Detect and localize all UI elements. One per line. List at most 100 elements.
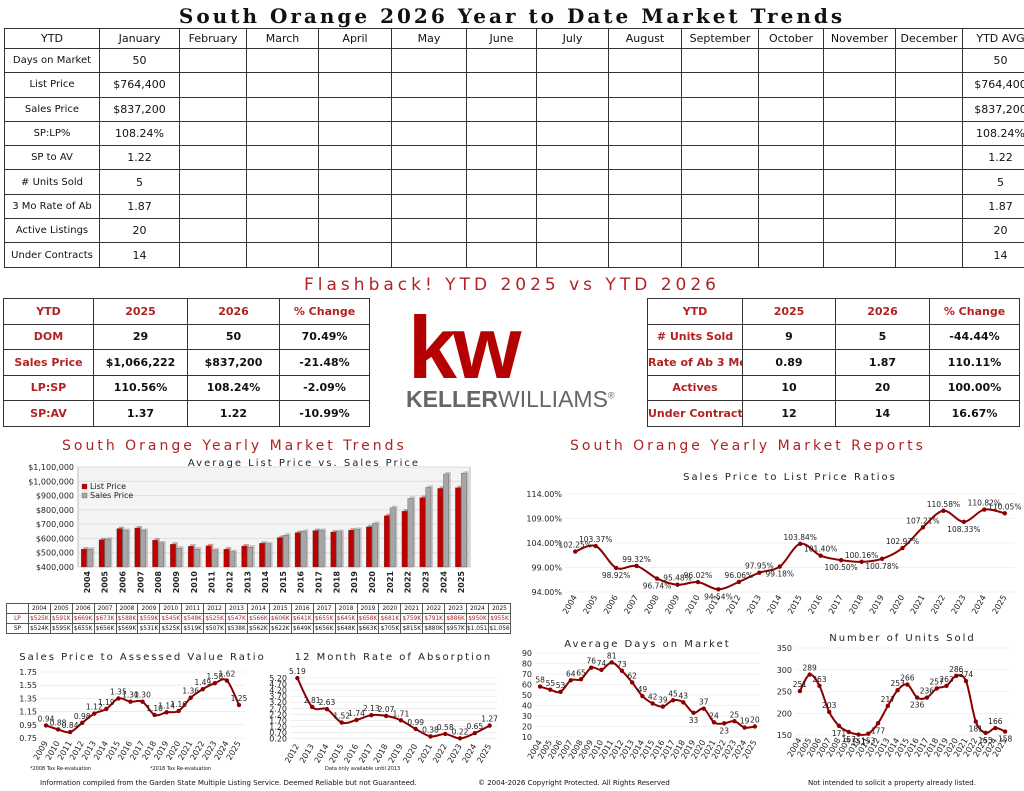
ytd-cell-empty bbox=[466, 120, 537, 147]
ytd-cell-january: 50 bbox=[99, 47, 180, 74]
ytd-cell-empty bbox=[895, 96, 963, 122]
ytd-cell-empty bbox=[758, 218, 824, 244]
compare-row-label: Under Contracts bbox=[647, 400, 743, 427]
y-tick-label: 4.20 bbox=[269, 686, 287, 695]
data-label: 110.05% bbox=[988, 502, 1021, 511]
y-tick-label: 1.15 bbox=[19, 708, 37, 717]
kw-registered: ® bbox=[607, 390, 615, 401]
x-tick-label: 2023 bbox=[421, 571, 430, 593]
data-point bbox=[188, 695, 193, 700]
data-label: 64 bbox=[566, 669, 576, 678]
data-point bbox=[634, 563, 639, 569]
bar-list-price bbox=[205, 545, 212, 568]
data-point bbox=[875, 721, 881, 726]
mini-sp-value: $595K bbox=[49, 623, 73, 634]
data-point bbox=[859, 559, 864, 565]
compare-col-header: YTD bbox=[3, 298, 94, 325]
mini-lp-value: $886K bbox=[444, 613, 468, 624]
ytd-row-label: Days on Market bbox=[4, 47, 100, 74]
ytd-cell-avg: 20 bbox=[962, 218, 1024, 244]
mini-sp-value: $656K bbox=[93, 623, 117, 634]
ytd-cell-empty bbox=[391, 120, 467, 147]
x-tick-label: 2010 bbox=[684, 594, 702, 616]
data-label: 103.37% bbox=[579, 535, 612, 544]
data-point bbox=[1002, 729, 1008, 734]
bar-list-price bbox=[455, 487, 461, 568]
y-tick-label: 80 bbox=[522, 660, 532, 669]
data-label: 103.84% bbox=[784, 533, 817, 542]
bar-list-price bbox=[259, 543, 265, 568]
y-tick-label: $1,000,000 bbox=[28, 477, 74, 486]
ytd-col-header: YTD AVG bbox=[962, 28, 1024, 49]
mini-sp-value: $562K bbox=[246, 623, 270, 634]
ytd-col-header: October bbox=[758, 28, 824, 49]
x-tick-label: 2009 bbox=[172, 571, 181, 594]
data-label: 39 bbox=[658, 696, 668, 705]
data-point bbox=[716, 587, 721, 592]
compare-col-header: 2026 bbox=[187, 298, 280, 325]
ytd-cell-avg: $764,400 bbox=[962, 72, 1024, 98]
x-tick-label: 2020 bbox=[368, 571, 377, 594]
bar-list-price bbox=[152, 539, 158, 568]
sp-av-ratio-chart: 0.75 0.95 1.15 1.35 1.55 1.75 Sales Price to A… bbox=[19, 652, 264, 762]
x-tick-label: 2006 bbox=[602, 594, 620, 616]
tax-note-2018: *2018 Tax Re-evaluation bbox=[150, 766, 212, 772]
mini-year: 2016 bbox=[290, 603, 314, 614]
mini-sp-value: $519K bbox=[181, 623, 205, 634]
compare-row: DOM 29 50 70.49% bbox=[3, 323, 370, 350]
y-tick-label: 150 bbox=[777, 731, 792, 740]
data-label: 0.88 bbox=[50, 718, 67, 727]
data-label: 1.27 bbox=[481, 715, 498, 724]
data-point bbox=[675, 582, 680, 587]
compare-cell: 29 bbox=[93, 323, 188, 350]
x-tick-label: 2017 bbox=[827, 594, 845, 616]
ytd-cell-empty bbox=[246, 242, 319, 268]
data-point bbox=[846, 729, 851, 735]
data-point bbox=[443, 731, 448, 737]
ytd-row: SP to AV 1.22 1.22 bbox=[4, 145, 1024, 171]
data-point bbox=[752, 724, 758, 729]
data-label: 65 bbox=[576, 668, 586, 677]
x-tick-label: 2024 bbox=[439, 571, 448, 594]
ytd-row-label: List Price bbox=[4, 72, 100, 98]
y-tick-label: 4.70 bbox=[269, 680, 287, 689]
ytd-cell-january: 1.87 bbox=[99, 193, 180, 220]
y-tick-label: 2.20 bbox=[269, 710, 287, 719]
bar-sales-price bbox=[300, 531, 307, 568]
bar-sales-price bbox=[86, 549, 93, 568]
x-tick-label: 2006 bbox=[119, 571, 128, 594]
data-label: 1.30 bbox=[122, 691, 139, 700]
data-label: 158 bbox=[998, 735, 1013, 744]
ytd-cell-empty bbox=[318, 242, 392, 268]
mini-year: 2019 bbox=[356, 603, 380, 614]
data-point bbox=[1002, 511, 1007, 516]
ytd-row-label: # Units Sold bbox=[4, 169, 100, 195]
bar-sales-price bbox=[211, 549, 218, 568]
data-point bbox=[856, 732, 861, 737]
ytd-row-label: SP:LP% bbox=[4, 120, 100, 147]
bar-sales-price bbox=[193, 548, 200, 568]
data-point bbox=[681, 700, 686, 705]
compare-cell: 14 bbox=[835, 400, 930, 427]
mini-lp-value: $669K bbox=[71, 613, 95, 624]
mini-lp-value: $950K bbox=[466, 613, 489, 624]
compare-cell: 20 bbox=[835, 374, 930, 401]
y-tick-label: 0.70 bbox=[269, 729, 287, 738]
mini-sp-value: $656K bbox=[312, 623, 336, 634]
data-point bbox=[885, 703, 891, 709]
data-point bbox=[817, 683, 822, 689]
data-point bbox=[961, 519, 967, 524]
y-tick-label: 104.00% bbox=[526, 539, 562, 548]
data-label: 157 bbox=[842, 735, 857, 744]
ytd-col-header: September bbox=[681, 28, 759, 49]
ytd-cell-empty bbox=[681, 47, 759, 74]
compare-row: Actives 10 20 100.00% bbox=[647, 374, 1020, 401]
data-point bbox=[116, 696, 121, 701]
ytd-cell-empty bbox=[179, 120, 247, 147]
compare-row: Rate of Ab 3 Mo 0.89 1.87 110.11% bbox=[647, 349, 1020, 376]
bar-list-price bbox=[366, 526, 372, 568]
ytd-row-label: Sales Price bbox=[4, 96, 100, 122]
data-point bbox=[548, 687, 553, 692]
data-point bbox=[695, 579, 701, 585]
ytd-cell-empty bbox=[391, 145, 467, 171]
